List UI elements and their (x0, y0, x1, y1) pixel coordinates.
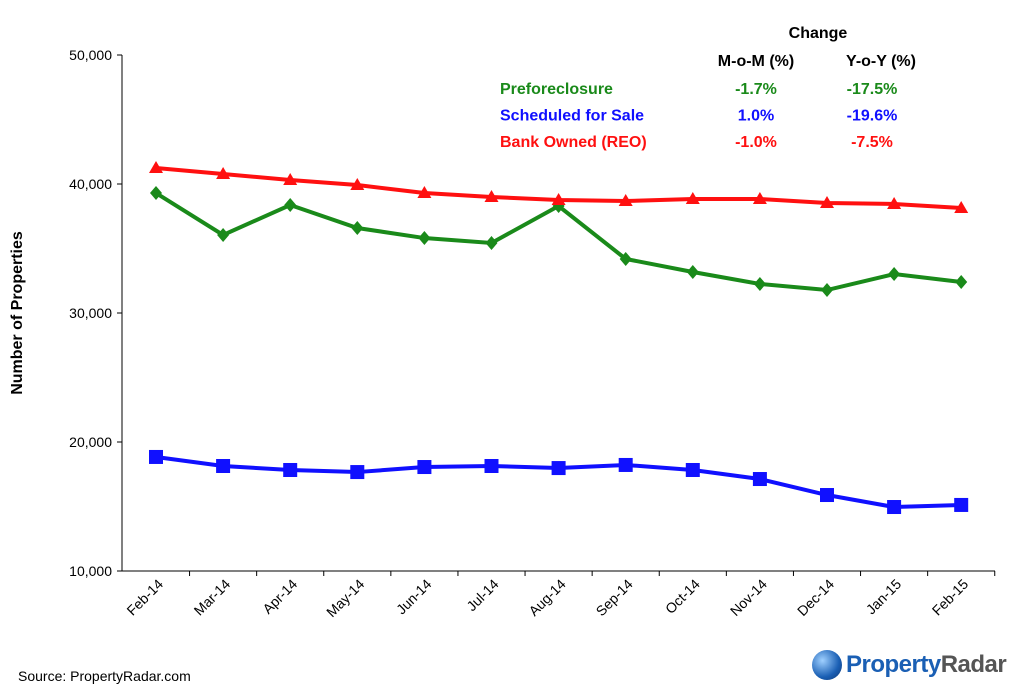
data-point (685, 191, 700, 204)
legend-mom-value: -1.0% (735, 134, 777, 151)
x-tick-label: Apr-14 (259, 576, 300, 617)
data-point (484, 190, 499, 203)
data-point (551, 192, 566, 205)
y-tick-label: 30,000 (69, 305, 112, 321)
data-point (887, 500, 902, 515)
x-tick-label: Feb-15 (929, 576, 972, 619)
x-tick-label: May-14 (323, 576, 367, 620)
y-axis-title: Number of Properties (9, 231, 26, 395)
data-point (284, 198, 297, 213)
data-point (753, 276, 766, 291)
data-point (350, 178, 365, 191)
data-point (418, 231, 431, 246)
data-point (150, 186, 162, 201)
data-point (216, 167, 231, 180)
y-tick-label: 40,000 (69, 176, 112, 192)
data-point (350, 465, 365, 480)
logo-text: PropertyRadar (846, 651, 1007, 678)
data-point (417, 460, 432, 475)
propertyradar-logo: PropertyRadar (812, 650, 1007, 680)
data-point (752, 191, 767, 204)
data-point (618, 194, 633, 207)
data-point (618, 457, 633, 472)
data-point (351, 220, 364, 235)
legend-heading: Change (789, 25, 848, 42)
x-tick-label: Oct-14 (662, 576, 703, 617)
x-tick-label: Jun-14 (393, 576, 435, 618)
data-point (216, 458, 231, 473)
x-tick-label: Feb-14 (123, 576, 166, 619)
legend-yoy-value: -7.5% (851, 134, 893, 151)
source-note: Source: PropertyRadar.com (18, 668, 191, 684)
legend-column-yoy: Y-o-Y (%) (846, 53, 916, 70)
data-point (954, 200, 969, 213)
x-tick-label: Nov-14 (727, 576, 770, 619)
data-point (888, 267, 901, 282)
data-point (887, 196, 902, 209)
data-point (619, 251, 632, 266)
globe-icon (812, 650, 842, 680)
x-tick-label: Dec-14 (794, 576, 837, 619)
y-tick-label: 10,000 (69, 563, 112, 579)
legend-yoy-value: -19.6% (847, 108, 898, 125)
data-point (485, 235, 498, 250)
data-point (820, 488, 834, 503)
legend-mom-value: 1.0% (738, 108, 774, 125)
legend-mom-value: -1.7% (735, 81, 777, 98)
x-tick-label: Jul-14 (463, 576, 501, 614)
legend-yoy-value: -17.5% (847, 81, 898, 98)
data-point (217, 227, 230, 242)
data-point (283, 462, 298, 477)
data-point (283, 173, 298, 186)
x-tick-label: Aug-14 (525, 576, 568, 619)
data-point (149, 161, 163, 174)
data-point (752, 472, 767, 487)
legend-label: Bank Owned (REO) (500, 134, 647, 151)
y-tick-label: 50,000 (69, 47, 112, 63)
y-tick-label: 20,000 (69, 434, 112, 450)
data-point (954, 497, 969, 512)
data-point (955, 275, 968, 290)
data-point (484, 458, 499, 473)
legend-label: Scheduled for Sale (500, 108, 644, 125)
data-point (821, 283, 833, 298)
legend-label: Preforeclosure (500, 81, 613, 98)
x-tick-label: Sep-14 (593, 576, 636, 619)
data-point (417, 186, 432, 199)
data-point (551, 461, 566, 476)
data-point (686, 264, 699, 279)
data-point (820, 195, 834, 208)
legend-column-mom: M-o-M (%) (718, 53, 794, 70)
data-point (149, 449, 163, 464)
x-tick-label: Mar-14 (191, 576, 234, 619)
data-point (685, 462, 700, 477)
x-tick-label: Jan-15 (863, 576, 905, 618)
